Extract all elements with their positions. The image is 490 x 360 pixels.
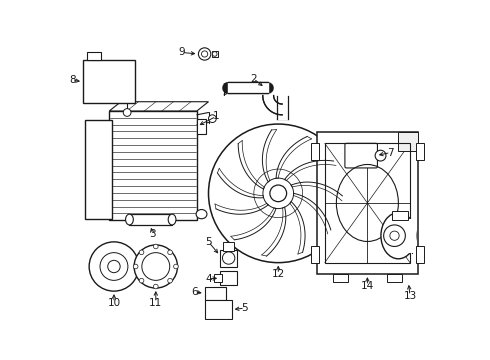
Circle shape bbox=[133, 264, 138, 269]
Circle shape bbox=[384, 225, 405, 247]
Bar bbox=[317, 132, 418, 274]
Circle shape bbox=[209, 124, 348, 263]
Bar bbox=[220, 271, 237, 285]
Bar bbox=[416, 143, 424, 160]
Bar bbox=[311, 246, 319, 263]
Circle shape bbox=[209, 115, 216, 122]
Bar bbox=[387, 274, 402, 282]
Text: 8: 8 bbox=[69, 75, 75, 85]
Text: 10: 10 bbox=[107, 298, 121, 308]
Text: 5: 5 bbox=[205, 237, 212, 247]
Bar bbox=[205, 300, 232, 319]
Circle shape bbox=[89, 242, 139, 291]
Circle shape bbox=[390, 231, 399, 240]
Bar bbox=[212, 51, 218, 57]
Circle shape bbox=[142, 253, 170, 280]
Text: 4: 4 bbox=[205, 274, 212, 284]
Circle shape bbox=[270, 185, 287, 202]
Circle shape bbox=[168, 250, 172, 255]
Bar bbox=[205, 287, 226, 300]
Circle shape bbox=[139, 278, 144, 283]
Text: 11: 11 bbox=[149, 298, 162, 308]
Bar bbox=[416, 246, 424, 263]
Bar bbox=[223, 242, 234, 251]
Text: 14: 14 bbox=[361, 281, 374, 291]
Circle shape bbox=[153, 284, 158, 289]
FancyBboxPatch shape bbox=[345, 143, 377, 168]
Bar bbox=[208, 300, 223, 306]
Bar bbox=[83, 60, 135, 103]
Circle shape bbox=[173, 264, 178, 269]
Text: 1: 1 bbox=[213, 111, 220, 121]
Text: 3: 3 bbox=[149, 229, 156, 239]
Circle shape bbox=[123, 109, 131, 116]
Bar bbox=[392, 211, 408, 220]
Circle shape bbox=[134, 245, 177, 288]
Circle shape bbox=[139, 250, 144, 255]
Circle shape bbox=[201, 51, 208, 57]
Text: 6: 6 bbox=[191, 287, 198, 297]
Bar bbox=[87, 53, 101, 60]
Bar bbox=[325, 143, 410, 263]
Wedge shape bbox=[263, 95, 282, 115]
Bar bbox=[214, 274, 221, 282]
Polygon shape bbox=[398, 132, 418, 151]
Circle shape bbox=[100, 253, 128, 280]
Text: 9: 9 bbox=[178, 48, 185, 58]
Circle shape bbox=[375, 150, 386, 161]
Text: 13: 13 bbox=[403, 291, 416, 301]
Bar bbox=[197, 119, 206, 134]
Text: 12: 12 bbox=[271, 269, 285, 279]
Ellipse shape bbox=[381, 213, 416, 259]
Bar bbox=[84, 120, 112, 219]
Bar bbox=[220, 249, 237, 266]
Bar bbox=[109, 111, 197, 220]
Circle shape bbox=[198, 48, 211, 60]
Text: 7: 7 bbox=[387, 148, 394, 158]
Bar bbox=[209, 319, 226, 325]
Polygon shape bbox=[109, 102, 209, 111]
Ellipse shape bbox=[168, 214, 176, 225]
Ellipse shape bbox=[125, 214, 133, 225]
Bar bbox=[394, 219, 416, 253]
Text: 5: 5 bbox=[242, 303, 248, 313]
Ellipse shape bbox=[196, 210, 207, 219]
Circle shape bbox=[212, 52, 217, 56]
Text: 2: 2 bbox=[250, 73, 257, 84]
Bar bbox=[333, 274, 348, 282]
Circle shape bbox=[168, 278, 172, 283]
Circle shape bbox=[108, 260, 120, 273]
Circle shape bbox=[153, 244, 158, 249]
Bar bbox=[311, 143, 319, 160]
